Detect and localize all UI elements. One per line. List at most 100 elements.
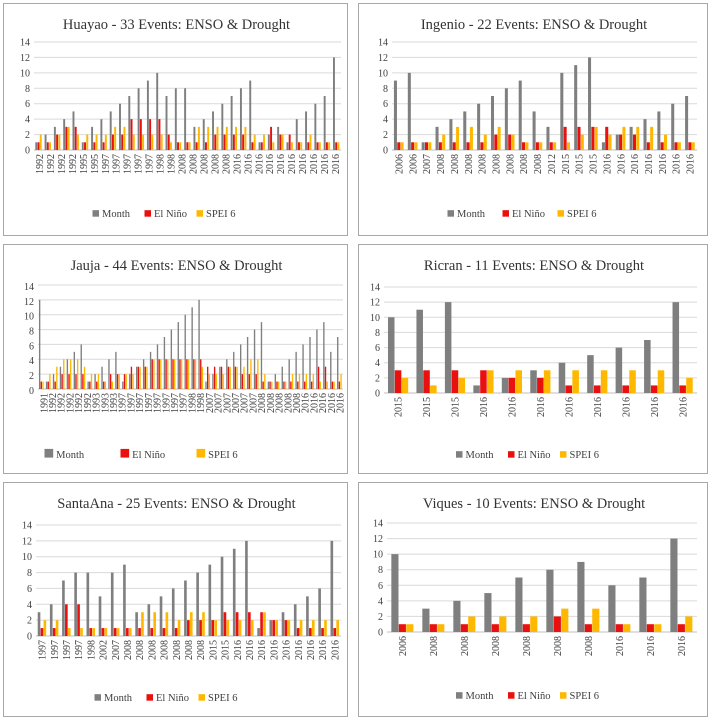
bar-spei-6 xyxy=(180,359,183,389)
x-tick-label: 1992 xyxy=(46,154,57,174)
bar-month xyxy=(142,359,145,389)
y-tick-label: 12 xyxy=(20,53,30,64)
bar-spei-6 xyxy=(515,370,522,393)
x-tick-label: 2016 xyxy=(593,397,604,417)
bar-month xyxy=(63,119,66,150)
bar-spei-6 xyxy=(43,620,47,636)
bar-spei-6 xyxy=(677,142,681,150)
bar-spei-6 xyxy=(92,628,95,636)
bar-month xyxy=(94,374,96,389)
x-tick-label: 2016 xyxy=(294,640,305,660)
legend-swatch xyxy=(92,210,100,217)
bar-month xyxy=(123,564,126,636)
bar-el-ni-o xyxy=(89,628,93,636)
bar-el-ni-o xyxy=(304,381,306,389)
bar-el-ni-o xyxy=(646,624,654,632)
x-tick-label: 2008 xyxy=(553,636,564,656)
bar-el-ni-o xyxy=(317,366,320,389)
bar-month xyxy=(422,608,430,632)
legend-item: Month xyxy=(456,450,494,461)
x-tick-label: 2008 xyxy=(450,154,461,174)
x-tick-label: 2016 xyxy=(269,640,280,660)
y-tick-label: 4 xyxy=(25,115,30,126)
bar-el-ni-o xyxy=(149,119,152,150)
y-tick-label: 4 xyxy=(27,600,32,611)
x-tick-label: 1992 xyxy=(48,393,59,413)
bar-el-ni-o xyxy=(195,142,198,150)
legend-swatch xyxy=(557,210,565,217)
bar-el-ni-o xyxy=(234,366,237,389)
bar-month xyxy=(110,572,114,636)
bar-el-ni-o xyxy=(96,381,98,389)
bar-el-ni-o xyxy=(89,381,91,389)
bar-spei-6 xyxy=(197,126,200,150)
bar-spei-6 xyxy=(290,142,293,150)
bar-month xyxy=(62,580,65,636)
bar-month xyxy=(306,596,309,636)
bar-spei-6 xyxy=(401,377,409,393)
bar-month xyxy=(205,381,207,389)
bar-spei-6 xyxy=(318,142,321,150)
legend-item: El Niño xyxy=(508,691,550,702)
x-tick-label: 1992 xyxy=(57,393,68,413)
x-tick-label: 2016 xyxy=(678,397,689,417)
bar-month xyxy=(258,142,261,150)
chart-ingenio: Ingenio - 22 Events: ENSO & Drought 0 2 4 6 8… xyxy=(378,17,697,220)
bar-month xyxy=(314,103,317,150)
bar-el-ni-o xyxy=(139,119,142,150)
bar-month xyxy=(44,134,47,150)
bar-spei-6 xyxy=(244,126,247,150)
bar-spei-6 xyxy=(566,142,570,150)
bar-spei-6 xyxy=(336,620,339,636)
bar-el-ni-o xyxy=(650,385,658,393)
legend-swatch xyxy=(560,451,567,458)
bar-spei-6 xyxy=(608,134,612,150)
bar-month xyxy=(45,381,48,389)
x-tick-label: 2008 xyxy=(491,154,502,174)
x-tick-label: 1993 xyxy=(109,393,120,413)
bar-month xyxy=(171,588,175,636)
x-tick-label: 2016 xyxy=(508,397,519,417)
bar-spei-6 xyxy=(226,620,230,636)
y-tick-label: 2 xyxy=(383,130,388,141)
bar-el-ni-o xyxy=(451,370,459,393)
bar-month xyxy=(490,96,495,150)
bar-spei-6 xyxy=(225,126,228,150)
bar-month xyxy=(449,119,453,150)
bar-month xyxy=(37,612,41,636)
bar-spei-6 xyxy=(80,628,83,636)
bar-spei-6 xyxy=(189,612,193,636)
bar-el-ni-o xyxy=(200,359,202,389)
y-tick-label: 8 xyxy=(29,326,34,337)
bar-el-ni-o xyxy=(508,134,512,150)
bar-month xyxy=(295,119,298,150)
x-tick-label: 2008 xyxy=(199,154,210,174)
bar-spei-6 xyxy=(572,370,579,393)
y-tick-label: 0 xyxy=(25,146,30,157)
bar-el-ni-o xyxy=(65,604,68,636)
bar-el-ni-o xyxy=(522,142,526,150)
legend-label: SPEI 6 xyxy=(208,693,237,704)
y-tick-label: 4 xyxy=(375,358,380,369)
x-tick-label: 1992 xyxy=(74,393,85,413)
legend-label: El Niño xyxy=(154,209,187,220)
bar-el-ni-o xyxy=(56,134,59,150)
bar-spei-6 xyxy=(406,624,414,632)
bar-month xyxy=(558,362,566,393)
bar-spei-6 xyxy=(160,359,162,389)
bar-spei-6 xyxy=(442,134,446,150)
bar-el-ni-o xyxy=(138,628,141,636)
bar-month xyxy=(119,103,121,150)
bar-month xyxy=(245,540,248,636)
bar-el-ni-o xyxy=(411,142,415,150)
bar-el-ni-o xyxy=(111,134,114,150)
bar-spei-6 xyxy=(553,142,557,150)
x-tick-label: 2015 xyxy=(394,397,405,417)
bar-spei-6 xyxy=(337,142,340,150)
x-tick-label: 2008 xyxy=(519,154,530,174)
chart-panel-santaana: SantaAna - 25 Events: ENSO & Drought 0 2 4 6… xyxy=(3,482,348,717)
bar-month xyxy=(305,111,308,150)
bar-el-ni-o xyxy=(316,142,319,150)
bar-month xyxy=(249,80,252,150)
y-tick-label: 4 xyxy=(383,115,388,126)
